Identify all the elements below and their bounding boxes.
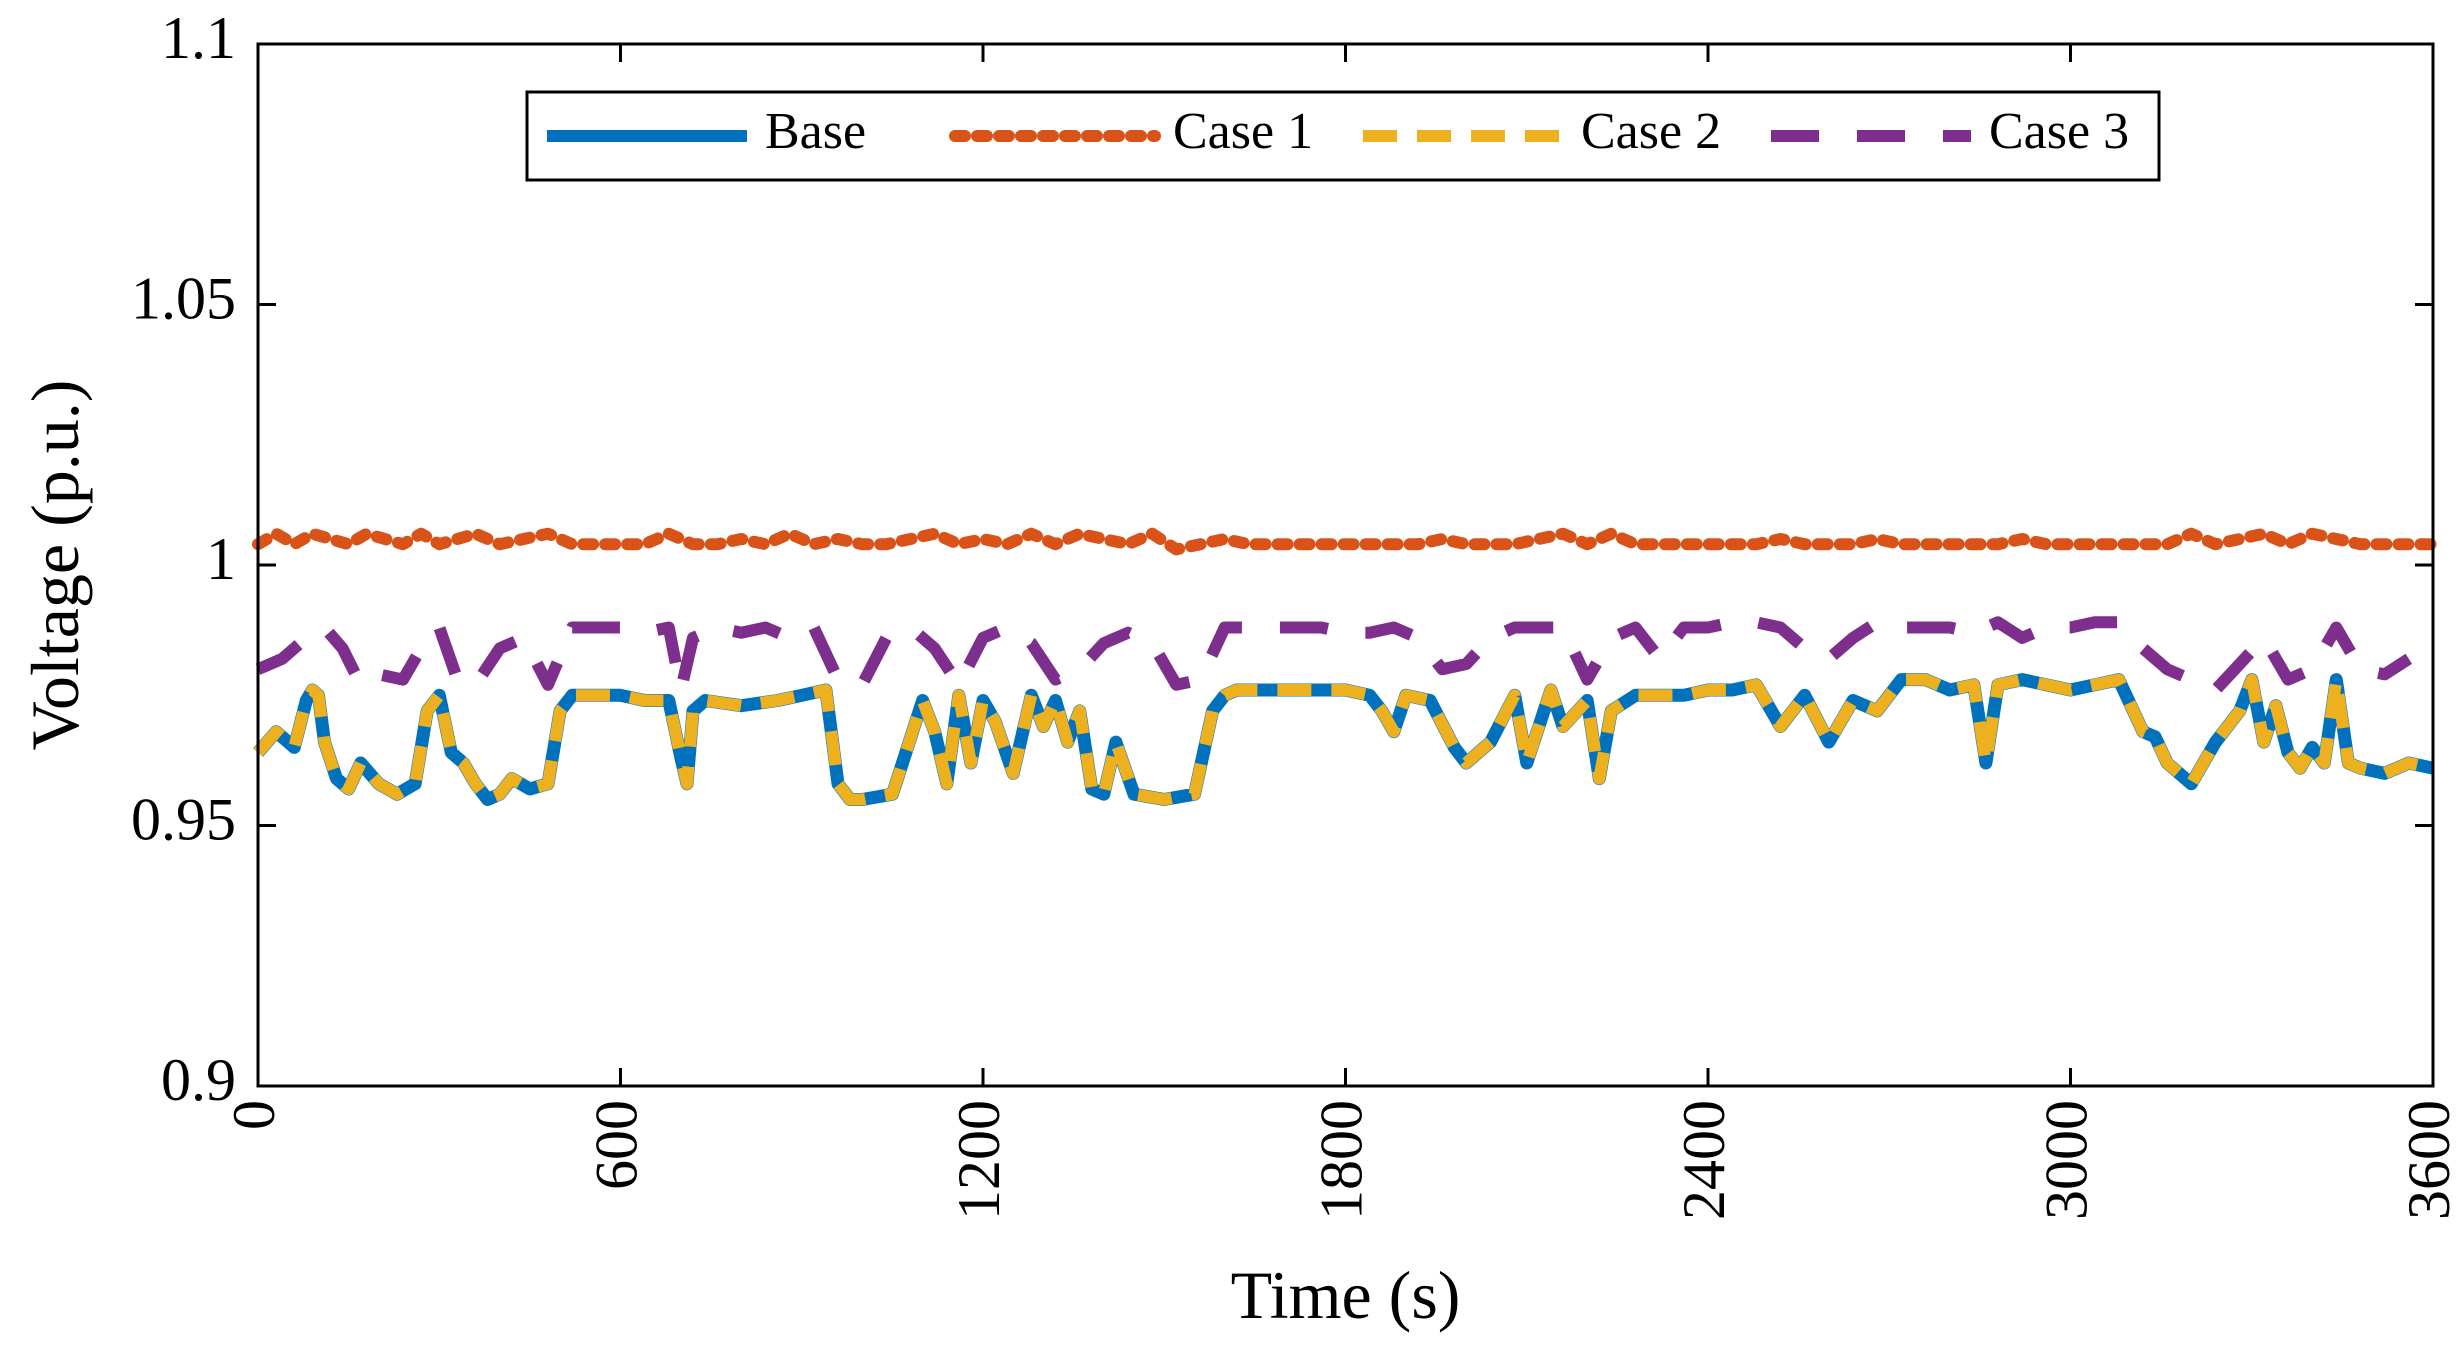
ticks-layer: 0 600 1200 1800 2400 3000 3600 0.9 0.95 1 1.05 1.1 — [131, 5, 2462, 1220]
legend-label: Case 3 — [1989, 103, 2129, 160]
legend-label: Case 1 — [1173, 103, 1313, 160]
y-tick-label: 1.05 — [131, 265, 236, 331]
y-tick-label: 0.9 — [161, 1047, 236, 1113]
legend-items: Base Case 1 Case 2 Case 3 — [547, 103, 2129, 160]
x-tick-label: 2400 — [1671, 1100, 1737, 1220]
series-line-case-1 — [252, 527, 2439, 556]
series-line-case-3 — [255, 616, 2413, 696]
legend: Base Case 1 Case 2 Case 3 — [525, 90, 2161, 182]
x-tick-label: 0 — [221, 1100, 287, 1130]
x-tick-label: 600 — [583, 1100, 649, 1190]
series-line-case-2 — [253, 673, 2435, 806]
x-tick-label: 1200 — [946, 1100, 1012, 1220]
y-tick-label: 1 — [206, 526, 236, 592]
x-axis-label: Time (s) — [1231, 1257, 1461, 1333]
y-tick-label: 1.1 — [161, 5, 236, 71]
legend-label: Base — [765, 103, 866, 160]
legend-label: Case 2 — [1581, 103, 1721, 160]
y-axis-label: Voltage (p.u.) — [17, 380, 93, 751]
y-tick-label: 0.95 — [131, 786, 236, 852]
x-tick-label: 3600 — [2396, 1100, 2462, 1220]
x-tick-label: 3000 — [2033, 1100, 2099, 1220]
x-tick-label: 1800 — [1308, 1100, 1374, 1220]
series-layer — [252, 527, 2439, 806]
